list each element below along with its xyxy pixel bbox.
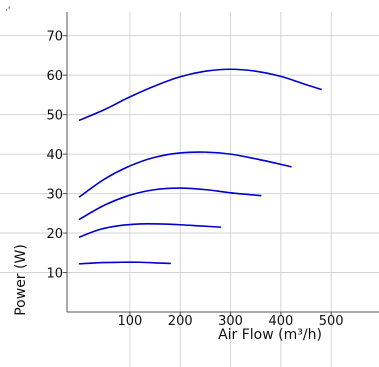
y-tick-label: 40 <box>46 148 63 163</box>
series-line-5 <box>78 68 322 121</box>
y-tick-label: 50 <box>46 109 63 124</box>
series-line-1 <box>78 261 171 265</box>
y-tick-label: 20 <box>46 227 63 242</box>
corner-mark: ·' <box>5 6 10 16</box>
y-tick-label: 10 <box>46 267 63 282</box>
y-axis-title: Power (W) <box>13 244 29 316</box>
axes <box>63 12 379 316</box>
x-tick-label: 200 <box>168 314 193 329</box>
y-tick-label: 60 <box>46 69 63 84</box>
tick-labels: 100 200 300 400 500 10 20 30 40 50 60 70 <box>46 30 343 329</box>
series-line-3 <box>78 187 262 221</box>
series-lines <box>78 68 322 265</box>
x-axis-title: Air Flow (m³/h) <box>218 327 322 343</box>
series-line-4 <box>78 151 292 198</box>
x-tick-label: 400 <box>268 314 293 329</box>
x-tick-label: 500 <box>319 314 344 329</box>
x-tick-label: 100 <box>117 314 142 329</box>
series-line-2 <box>78 223 222 238</box>
y-tick-label: 70 <box>46 30 63 45</box>
y-tick-label: 30 <box>46 188 63 203</box>
x-tick-label: 300 <box>218 314 243 329</box>
